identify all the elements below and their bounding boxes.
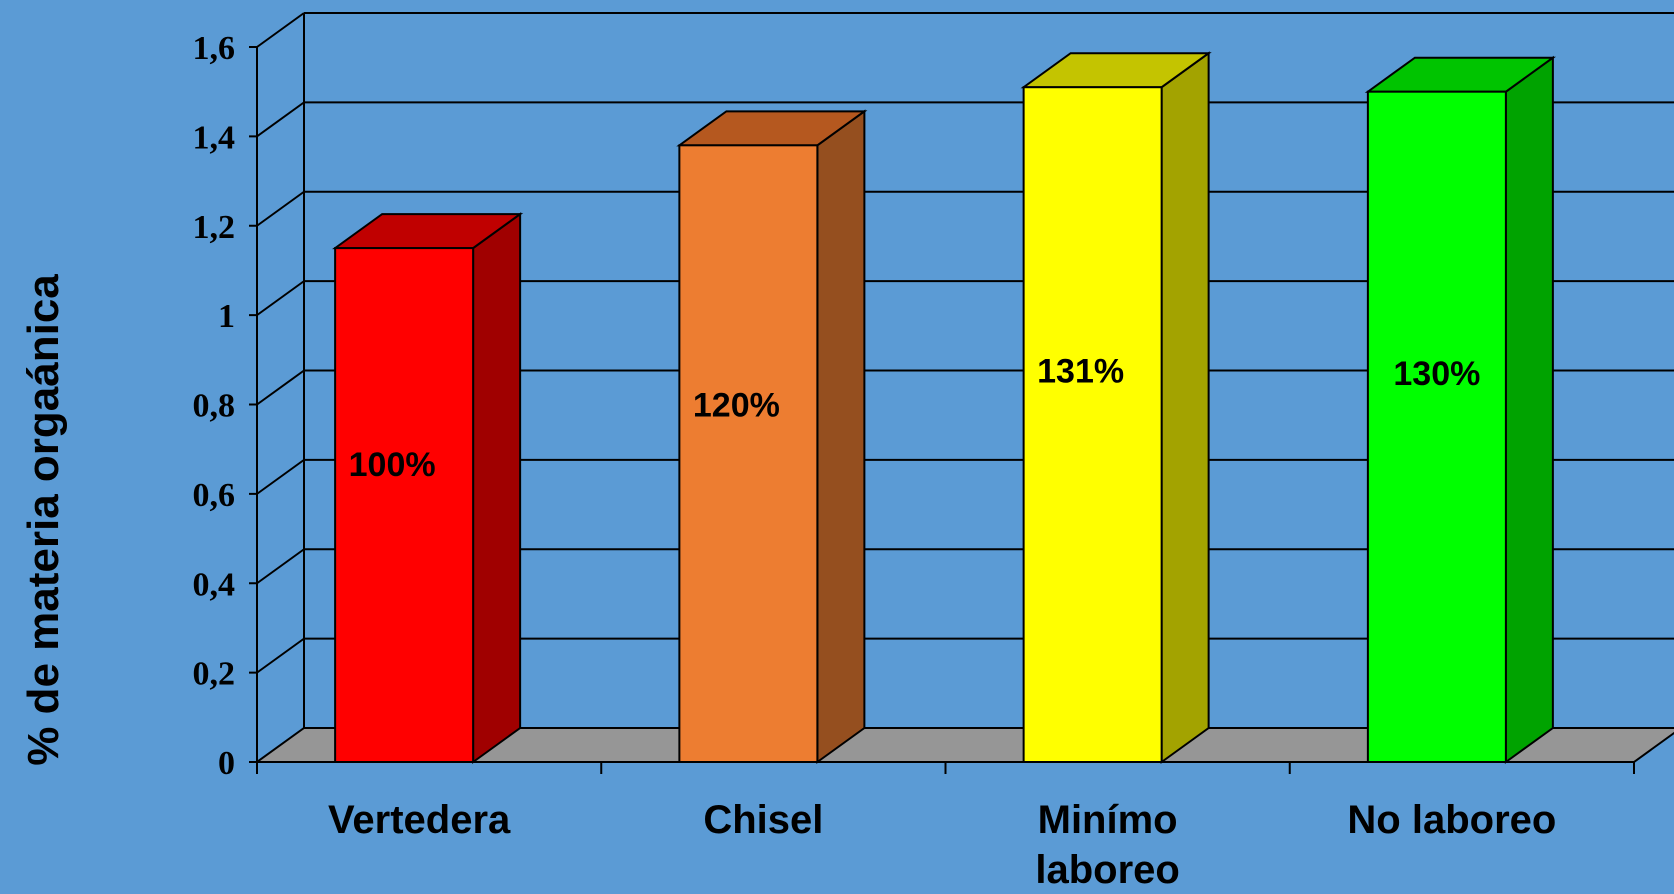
y-tick-label: 0 [218, 745, 235, 782]
y-tick-label: 0,6 [193, 477, 236, 514]
bar: 100% [332, 212, 524, 764]
category-label: Minímo [1038, 798, 1178, 842]
bar-front [1366, 90, 1507, 763]
bar: 130% [1364, 55, 1556, 764]
category-labels: Vertedera Chisel Minímo laboreo No laboreo [328, 798, 1556, 892]
bar-front [334, 247, 475, 763]
y-tick-label: 0,2 [193, 656, 236, 693]
bar: 131% [1020, 51, 1212, 764]
bar-side [1160, 51, 1210, 764]
gridline-diagonal [256, 190, 305, 227]
bar: 120% [676, 109, 868, 764]
y-tick-label: 0,4 [193, 566, 236, 603]
y-tick-label: 1,2 [193, 209, 236, 246]
data-label: 100% [349, 446, 436, 484]
y-tick-label: 1,6 [193, 30, 236, 67]
gridline-diagonal [256, 369, 305, 406]
y-tick-label: 1 [218, 298, 235, 335]
y-axis-title: % de materia orgaánica [19, 274, 68, 766]
data-label: 120% [693, 386, 780, 424]
bar-side [1504, 55, 1554, 764]
data-label: 131% [1037, 353, 1124, 391]
y-tick-label: 1,4 [193, 119, 236, 156]
y-tick-labels: 0 0,2 0,4 0,6 0,8 1 1,2 1,4 1,6 [193, 30, 236, 782]
category-label: No laboreo [1347, 798, 1556, 842]
gridline-diagonal [256, 280, 305, 316]
category-label: Vertedera [328, 798, 511, 842]
bar-front [678, 144, 819, 763]
bars: 100% 120% 131% 130% [332, 51, 1556, 764]
bar-front [1022, 86, 1163, 763]
data-label: 130% [1393, 355, 1480, 393]
gridline-diagonal [256, 637, 305, 674]
bar-side [472, 212, 522, 764]
gridline-diagonal [256, 101, 305, 138]
gridline-diagonal [256, 459, 305, 495]
gridline-diagonal [256, 12, 305, 48]
y-tick-label: 0,8 [193, 388, 236, 425]
category-label: laboreo [1035, 848, 1179, 892]
bar-side [816, 109, 866, 764]
category-label: Chisel [703, 798, 823, 842]
gridline-diagonal [256, 548, 305, 585]
